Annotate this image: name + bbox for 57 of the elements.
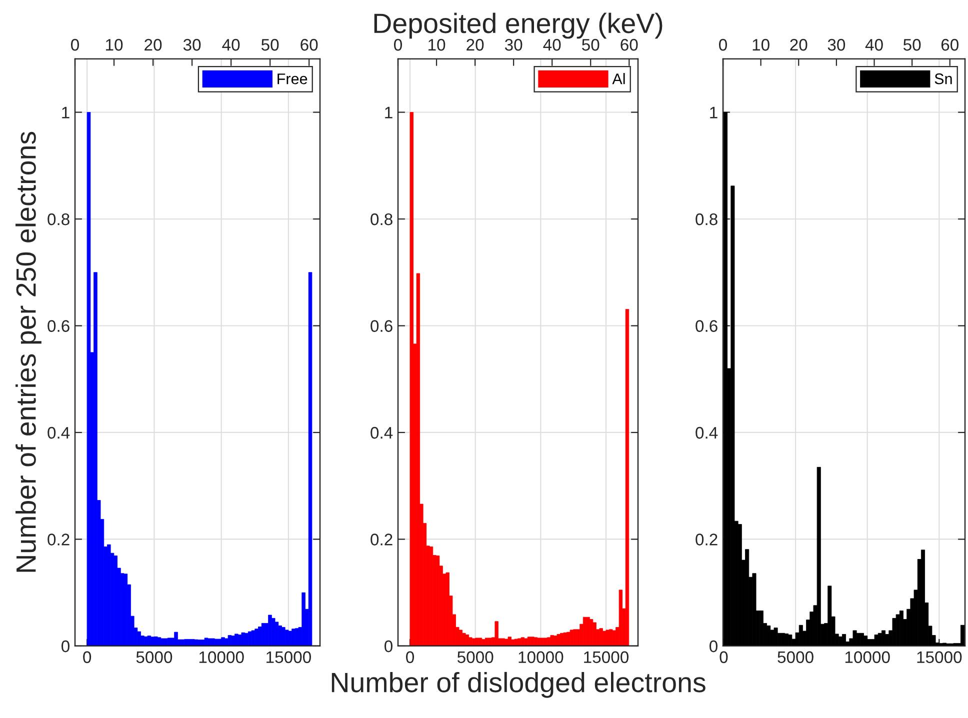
x2-tick-label: 40 (865, 38, 883, 51)
x2-tick-label: 30 (183, 38, 201, 51)
legend-label: Al (612, 73, 625, 84)
legend-label: Sn (934, 73, 952, 84)
x2-tick-label: 30 (504, 38, 522, 51)
x-tick-label: 10000 (518, 651, 564, 664)
y-tick-label: 0.4 (696, 426, 718, 439)
x2-tick-label: 60 (941, 38, 958, 51)
x-axis-title: Number of dislodged electrons (332, 672, 706, 698)
x2-tick-label: 10 (106, 38, 123, 51)
y-tick-label: 0.2 (48, 534, 70, 546)
x-tick-label: 5000 (778, 651, 814, 664)
y-tick-label: 0.8 (48, 213, 70, 226)
x2-tick-label: 10 (428, 38, 446, 51)
x2-tick-label: 0 (394, 38, 402, 51)
y-tick-label: 0.2 (696, 534, 718, 546)
x2-axis-title: Deposited energy (keV) (374, 12, 662, 39)
x2-tick-label: 40 (222, 38, 240, 51)
y-tick-label: 1 (385, 106, 392, 118)
y-tick-label: 0.4 (370, 426, 393, 439)
y-tick-label: 0.6 (370, 320, 392, 332)
y-tick-label: 0.2 (370, 534, 392, 546)
y-tick-label: 0.8 (696, 213, 718, 226)
y-tick-label: 0 (384, 640, 392, 652)
x-tick-label: 0 (720, 651, 728, 664)
x-tick-label: 0 (406, 651, 414, 664)
x-tick-label: 5000 (457, 651, 494, 664)
x2-tick-label: 20 (466, 38, 484, 51)
x-tick-label: 15000 (584, 651, 629, 664)
y-tick-label: 1 (62, 106, 70, 118)
x2-tick-label: 10 (752, 38, 770, 51)
legend-label: Free (278, 74, 308, 84)
x-tick-label: 10000 (845, 651, 890, 664)
x2-tick-label: 40 (543, 38, 561, 51)
x2-tick-label: 60 (300, 38, 318, 51)
y-axis-title: Number of entries per 250 electrons (16, 132, 42, 572)
x2-tick-label: 30 (828, 38, 846, 51)
x2-tick-label: 0 (71, 38, 79, 51)
y-tick-label: 1 (710, 106, 718, 118)
y-tick-label: 0 (710, 640, 718, 652)
y-tick-label: 0.6 (48, 320, 70, 332)
y-tick-label: 0 (62, 640, 70, 652)
x-tick-label: 15000 (917, 651, 962, 664)
x2-tick-label: 50 (261, 38, 279, 51)
x2-tick-label: 50 (582, 38, 600, 51)
x-tick-label: 10000 (199, 651, 244, 664)
y-tick-label: 0.8 (370, 213, 392, 226)
y-tick-label: 0.6 (696, 320, 718, 332)
x2-tick-label: 60 (620, 38, 638, 51)
y-tick-label: 0.4 (48, 426, 70, 439)
x2-tick-label: 20 (790, 38, 808, 51)
x2-tick-label: 20 (144, 38, 162, 51)
x-tick-label: 15000 (266, 651, 311, 664)
x2-tick-label: 0 (719, 38, 727, 51)
x2-tick-label: 50 (903, 38, 921, 51)
x-tick-label: 0 (83, 651, 92, 664)
x-tick-label: 5000 (136, 651, 172, 664)
